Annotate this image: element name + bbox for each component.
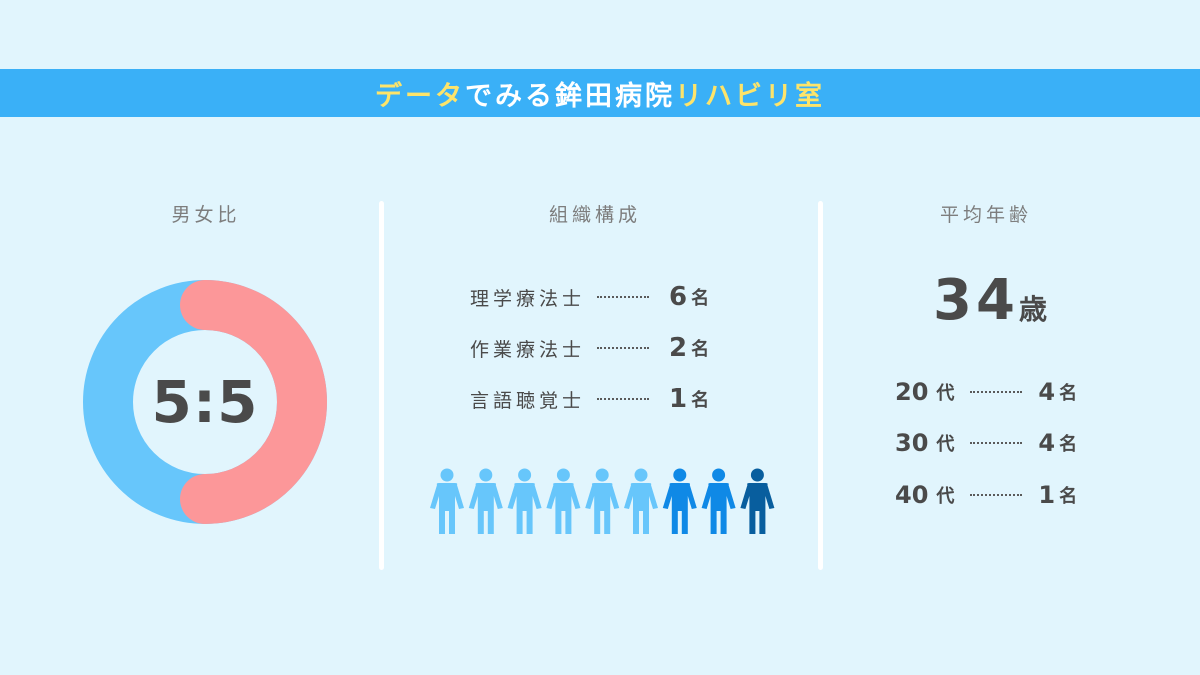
- person-icon-pt: [624, 468, 658, 534]
- org-unit: 名: [691, 288, 710, 309]
- org-unit: 名: [691, 390, 710, 411]
- donut-slice-female: [180, 280, 327, 524]
- age-group-suffix: 代: [936, 434, 955, 455]
- org-count: 6: [669, 282, 688, 312]
- org-row-ot: 作業療法士 2 名: [470, 333, 720, 363]
- org-label: 作業療法士: [470, 338, 586, 361]
- average-age-unit: 歳: [1018, 293, 1047, 326]
- donut-svg: [83, 280, 327, 524]
- column-divider-left: [379, 201, 384, 570]
- age-group-count: 4: [1038, 429, 1056, 457]
- age-group-label: 20: [895, 378, 929, 406]
- org-label: 理学療法士: [470, 287, 586, 310]
- organization-title: 組織構成: [548, 204, 641, 226]
- banner-title-part1: データ: [375, 80, 465, 112]
- person-icon-st: [740, 468, 775, 534]
- org-count: 2: [669, 333, 688, 363]
- gender-title: 男女比: [171, 204, 241, 226]
- gender-donut-chart: 5:5: [83, 280, 327, 524]
- leader-dots: [597, 296, 650, 298]
- person-icon-pt: [468, 468, 503, 534]
- age-group-suffix: 代: [936, 486, 955, 507]
- org-count: 1: [669, 384, 688, 414]
- leader-dots: [597, 398, 650, 400]
- staff-people-pictogram: [430, 468, 775, 534]
- leader-dots: [970, 494, 1023, 496]
- org-row-st: 言語聴覚士 1 名: [470, 384, 720, 414]
- leader-dots: [970, 442, 1023, 444]
- age-group-label: 40: [895, 481, 929, 509]
- person-icon-pt: [430, 468, 464, 534]
- person-icon-pt: [507, 468, 542, 534]
- person-icon-pt: [546, 468, 581, 534]
- age-row-40s: 40 代 1 名: [895, 481, 1095, 509]
- age-row-30s: 30 代 4 名: [895, 429, 1095, 457]
- leader-dots: [970, 391, 1023, 393]
- leader-dots: [597, 347, 650, 349]
- age-group-label: 30: [895, 429, 929, 457]
- person-icon-pt: [585, 468, 620, 534]
- average-age-value: 34: [933, 268, 1019, 333]
- age-group-unit: 名: [1059, 486, 1078, 507]
- age-row-20s: 20 代 4 名: [895, 378, 1095, 406]
- age-group-count: 4: [1038, 378, 1056, 406]
- gender-ratio: 5:5: [151, 368, 259, 436]
- org-label: 言語聴覚士: [470, 389, 586, 412]
- banner-title-part3: リハビリ室: [675, 80, 825, 112]
- age-group-unit: 名: [1059, 434, 1078, 455]
- age-group-unit: 名: [1059, 383, 1078, 404]
- org-row-pt: 理学療法士 6 名: [470, 282, 720, 312]
- age-group-count: 1: [1038, 481, 1056, 509]
- title-banner: データ でみる鉾田病院 リハビリ室: [0, 69, 1200, 117]
- age-title: 平均年齢: [939, 204, 1032, 226]
- average-age: 34歳: [860, 268, 1120, 333]
- org-unit: 名: [691, 339, 710, 360]
- banner-title-part2: でみる鉾田病院: [465, 80, 675, 112]
- person-icon-ot: [662, 468, 697, 534]
- person-icon-ot: [701, 468, 736, 534]
- age-group-suffix: 代: [936, 383, 955, 404]
- column-divider-right: [818, 201, 823, 570]
